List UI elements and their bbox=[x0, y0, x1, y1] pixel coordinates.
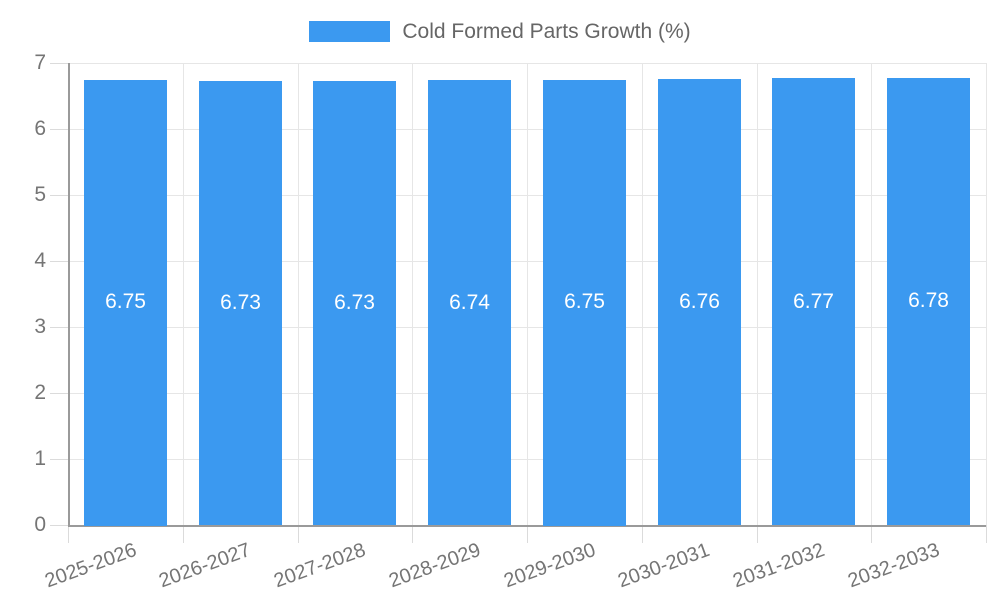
x-axis-category-label: 2028-2029 bbox=[386, 538, 484, 593]
x-axis-tick bbox=[986, 525, 987, 543]
y-gridline bbox=[68, 261, 986, 262]
x-gridline bbox=[183, 63, 184, 525]
y-gridline bbox=[68, 129, 986, 130]
x-gridline bbox=[412, 63, 413, 525]
y-axis-tick bbox=[50, 459, 68, 460]
y-axis-tick bbox=[50, 261, 68, 262]
bar-2032-2033 bbox=[887, 78, 970, 525]
x-axis-tick bbox=[527, 525, 528, 543]
bar-2027-2028 bbox=[313, 81, 396, 525]
y-gridline bbox=[68, 459, 986, 460]
x-axis-tick bbox=[642, 525, 643, 543]
y-axis-tick-label: 2 bbox=[34, 381, 46, 404]
bar-2029-2030 bbox=[543, 80, 626, 526]
y-axis-tick bbox=[50, 195, 68, 196]
y-axis-tick-label: 7 bbox=[34, 51, 46, 74]
x-gridline bbox=[757, 63, 758, 525]
y-axis-tick bbox=[50, 393, 68, 394]
x-axis-line bbox=[68, 525, 986, 527]
bar-value-label: 6.78 bbox=[908, 289, 949, 312]
y-axis-tick bbox=[50, 129, 68, 130]
x-axis-category-label: 2030-2031 bbox=[615, 538, 713, 593]
x-axis-tick bbox=[298, 525, 299, 543]
x-axis-category-label: 2026-2027 bbox=[156, 538, 254, 593]
x-axis-category-label: 2032-2033 bbox=[845, 538, 943, 593]
x-axis-category-label: 2031-2032 bbox=[730, 538, 828, 593]
x-gridline bbox=[986, 63, 987, 525]
y-gridline bbox=[68, 327, 986, 328]
bar-2030-2031 bbox=[658, 79, 741, 525]
y-gridline bbox=[68, 63, 986, 64]
x-gridline bbox=[871, 63, 872, 525]
bar-value-label: 6.73 bbox=[334, 291, 375, 314]
x-gridline bbox=[527, 63, 528, 525]
x-axis-tick bbox=[757, 525, 758, 543]
bar-value-label: 6.76 bbox=[679, 290, 720, 313]
bar-2025-2026 bbox=[84, 80, 167, 526]
x-axis-tick bbox=[412, 525, 413, 543]
y-axis-tick-label: 1 bbox=[34, 447, 46, 470]
y-axis-tick-label: 4 bbox=[34, 249, 46, 272]
y-axis-tick bbox=[50, 327, 68, 328]
bar-value-label: 6.75 bbox=[564, 290, 605, 313]
x-axis-category-label: 2029-2030 bbox=[500, 538, 599, 593]
bar-2028-2029 bbox=[428, 80, 511, 525]
legend: Cold Formed Parts Growth (%) bbox=[0, 21, 1000, 42]
x-axis-tick bbox=[68, 525, 69, 543]
bar-value-label: 6.77 bbox=[793, 290, 834, 313]
legend-label: Cold Formed Parts Growth (%) bbox=[402, 20, 691, 43]
bar-value-label: 6.75 bbox=[105, 290, 146, 313]
y-axis-tick-label: 0 bbox=[34, 513, 46, 536]
legend-item[interactable]: Cold Formed Parts Growth (%) bbox=[309, 20, 691, 43]
x-gridline bbox=[298, 63, 299, 525]
y-axis-tick-label: 5 bbox=[34, 183, 46, 206]
legend-swatch bbox=[309, 21, 391, 42]
y-axis-line bbox=[68, 63, 70, 526]
y-gridline bbox=[68, 393, 986, 394]
x-axis-category-label: 2025-2026 bbox=[41, 538, 140, 593]
x-gridline bbox=[642, 63, 643, 525]
x-axis-tick bbox=[871, 525, 872, 543]
bar-value-label: 6.73 bbox=[220, 291, 261, 314]
bar-2026-2027 bbox=[199, 81, 282, 525]
x-axis-tick bbox=[183, 525, 184, 543]
bar-value-label: 6.74 bbox=[449, 291, 490, 314]
y-gridline bbox=[68, 195, 986, 196]
bar-2031-2032 bbox=[772, 78, 855, 525]
x-axis-category-label: 2027-2028 bbox=[271, 538, 369, 593]
y-axis-tick-label: 3 bbox=[34, 315, 46, 338]
y-axis-tick bbox=[50, 63, 68, 64]
y-axis-tick bbox=[50, 525, 68, 526]
y-axis-tick-label: 6 bbox=[34, 117, 46, 140]
